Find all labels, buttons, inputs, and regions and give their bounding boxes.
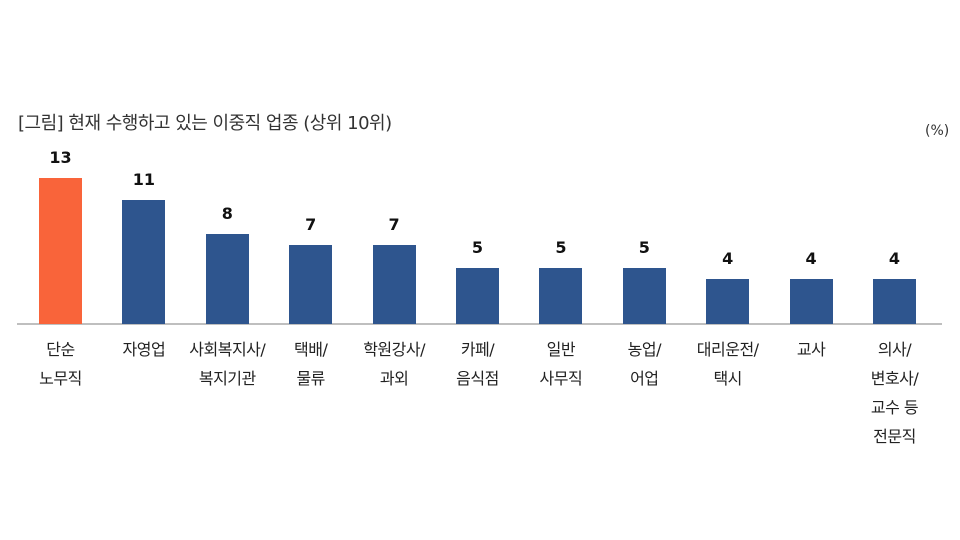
category-label: 학원강사/과외: [363, 340, 425, 388]
bar-value-label: 5: [638, 237, 650, 257]
chart-title: [그림] 현재 수행하고 있는 이중직 업종 (상위 10위): [18, 113, 392, 134]
bar: [456, 267, 499, 324]
category-label: 단순 노무직: [39, 340, 82, 388]
bar: [539, 267, 583, 324]
category-label: 일반 사무직: [539, 340, 583, 388]
bar-value-label: 4: [888, 249, 901, 268]
bar: [372, 245, 416, 324]
bar: [122, 200, 166, 324]
bar: [39, 177, 82, 324]
bar: [706, 279, 750, 324]
bar: [289, 245, 333, 324]
category-label: 사회복지사/복지기관: [189, 340, 266, 388]
bar-value-label: 7: [305, 215, 317, 235]
bar: [789, 279, 833, 324]
category-label: 자영업: [122, 340, 166, 359]
category-label: 카페/음식점: [456, 340, 499, 388]
unit-label: (%): [925, 123, 950, 139]
category-label: 교사: [796, 340, 826, 359]
category-label: 택배/물류: [294, 340, 328, 388]
x-axis-line: [17, 323, 942, 325]
bar-value-label: 5: [555, 237, 567, 257]
bar-value-label: 5: [471, 237, 484, 257]
category-label: 농업/어업: [627, 340, 662, 388]
bar-value-label: 11: [132, 170, 156, 190]
category-label: 대리운전/택시: [696, 340, 759, 388]
bar-value-label: 4: [722, 249, 734, 268]
bar-value-label: 4: [805, 249, 817, 268]
bar: [622, 267, 666, 324]
category-label: 의사/변호사/교수 등 전문직: [870, 340, 919, 446]
bar: [205, 234, 249, 324]
bar: [873, 279, 916, 324]
bar-value-label: 13: [49, 147, 72, 167]
bar-value-label: 8: [221, 204, 233, 223]
bar-value-label: 7: [388, 215, 400, 235]
